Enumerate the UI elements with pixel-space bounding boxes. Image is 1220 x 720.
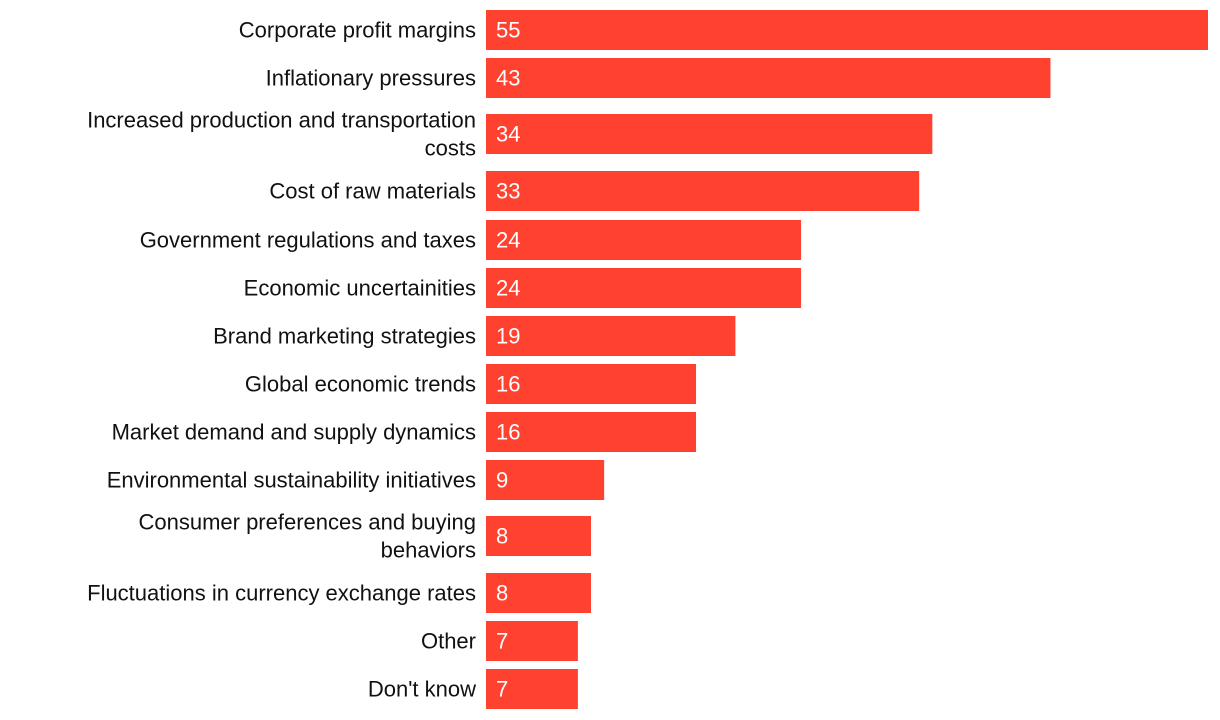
bar <box>486 58 1051 98</box>
bar <box>486 220 802 260</box>
category-label: Increased production and transportation <box>87 108 476 133</box>
bar-value-label: 7 <box>496 629 508 654</box>
bar <box>486 171 920 211</box>
bar <box>486 114 933 154</box>
bar-value-label: 19 <box>496 324 520 349</box>
bar <box>486 412 697 452</box>
bar-value-label: 34 <box>496 122 520 147</box>
bar <box>486 460 605 500</box>
category-label: Global economic trends <box>245 372 476 397</box>
category-label: Brand marketing strategies <box>213 324 476 349</box>
bar-value-label: 7 <box>496 677 508 702</box>
bar-value-label: 43 <box>496 66 520 91</box>
category-label: Fluctuations in currency exchange rates <box>87 581 476 606</box>
bar <box>486 621 578 661</box>
category-label: Government regulations and taxes <box>140 228 476 253</box>
bar <box>486 669 578 709</box>
bar-value-label: 16 <box>496 420 520 445</box>
bar-value-label: 9 <box>496 468 508 493</box>
category-label: behaviors <box>381 538 476 563</box>
bar-value-label: 24 <box>496 276 520 301</box>
bar <box>486 316 736 356</box>
bar <box>486 268 802 308</box>
bar-value-label: 8 <box>496 581 508 606</box>
category-label: Consumer preferences and buying <box>138 510 476 535</box>
category-label: Environmental sustainability initiatives <box>107 468 476 493</box>
bar <box>486 364 697 404</box>
bar-value-label: 8 <box>496 524 508 549</box>
category-label: Market demand and supply dynamics <box>112 420 476 445</box>
category-label: Don't know <box>368 677 476 702</box>
category-label: Cost of raw materials <box>269 179 476 204</box>
category-label: Inflationary pressures <box>266 66 476 91</box>
bar <box>486 10 1208 50</box>
category-label: Corporate profit margins <box>239 18 476 43</box>
bar-value-label: 33 <box>496 179 520 204</box>
category-label: Other <box>421 629 476 654</box>
bar-value-label: 55 <box>496 18 520 43</box>
category-label: Economic uncertainities <box>244 276 476 301</box>
category-label: costs <box>425 136 476 161</box>
bar <box>486 573 592 613</box>
bar-value-label: 16 <box>496 372 520 397</box>
bar-value-label: 24 <box>496 228 520 253</box>
bar <box>486 516 592 556</box>
